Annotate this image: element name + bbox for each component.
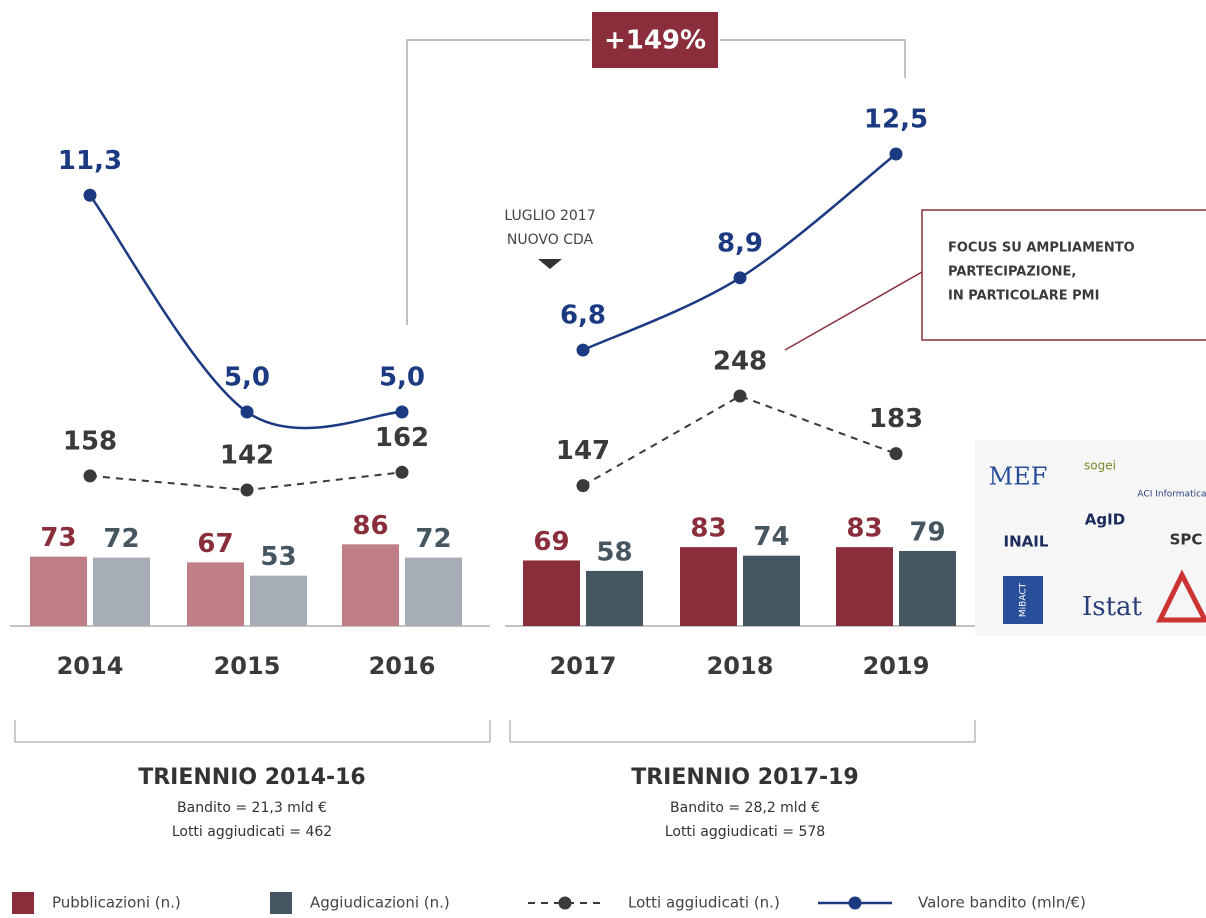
data-label: 183: [869, 404, 923, 434]
logo: Istat: [1082, 592, 1143, 622]
logo: INAIL: [1004, 533, 1049, 551]
data-label: 8,9: [717, 228, 763, 258]
legend-point: [558, 896, 572, 910]
line-point: [83, 469, 97, 483]
group-line: Lotti aggiudicati = 578: [665, 824, 825, 840]
legend-swatch: [12, 892, 34, 914]
line-point: [576, 479, 590, 493]
x-tick-label: 2014: [57, 652, 124, 680]
data-label: 69: [533, 527, 569, 557]
x-tick-label: 2016: [369, 652, 436, 680]
group-title: TRIENNIO 2014-16: [138, 765, 366, 790]
logo: AgID: [1085, 511, 1125, 529]
data-label: 248: [713, 347, 767, 377]
bar: [743, 555, 800, 626]
bar: [342, 544, 399, 626]
bracket-growth: [406, 39, 590, 325]
logos: MEF sogei ACI Informatica INAIL AgID SPC…: [975, 440, 1206, 636]
data-label: 142: [220, 441, 274, 471]
data-label: 5,0: [379, 363, 425, 393]
data-label: 12,5: [864, 105, 928, 135]
bracket-triennio: [14, 720, 491, 743]
legend-label: Pubblicazioni (n.): [52, 894, 181, 912]
line: [88, 194, 403, 430]
data-label: 53: [260, 542, 296, 572]
x-tick-label: 2017: [550, 652, 617, 680]
x-tick-label: 2018: [707, 652, 774, 680]
line: [582, 394, 897, 487]
bracket-triennio: [509, 720, 976, 743]
group-line: Lotti aggiudicati = 462: [172, 824, 332, 840]
logo: MEF: [989, 463, 1048, 491]
legend-point: [848, 896, 862, 910]
logo: MiBACT: [1019, 582, 1029, 617]
data-label: 11,3: [58, 146, 122, 176]
line-point: [889, 447, 903, 461]
line-point: [733, 271, 747, 285]
event-label: NUOVO CDA: [507, 232, 594, 248]
logo: ACI Informatica: [1137, 490, 1206, 500]
bar: [405, 557, 462, 626]
line-point: [240, 483, 254, 497]
bar: [586, 570, 643, 626]
logo-mark: [1003, 576, 1043, 624]
data-label: 58: [596, 537, 632, 567]
logo: SPC: [1170, 531, 1203, 549]
data-label: 72: [103, 524, 139, 554]
data-label: 67: [197, 529, 233, 559]
legend-label: Valore bandito (mln/€): [918, 894, 1086, 912]
data-label: 5,0: [224, 363, 270, 393]
group-line: Bandito = 21,3 mld €: [177, 800, 327, 816]
data-label: 162: [375, 423, 429, 453]
event-label: LUGLIO 2017: [504, 208, 595, 224]
data-label: 74: [753, 522, 789, 552]
legend-label: Lotti aggiudicati (n.): [628, 894, 780, 912]
data-label: 73: [40, 523, 76, 553]
logo-mark: [1155, 569, 1206, 623]
focus-connector: [784, 271, 923, 351]
x-tick-label: 2019: [863, 652, 930, 680]
growth-label: +149%: [604, 26, 706, 56]
line-point: [733, 389, 747, 403]
bar: [523, 560, 580, 626]
data-label: 83: [690, 514, 726, 544]
line-point: [240, 405, 254, 419]
data-label: 72: [415, 524, 451, 554]
data-label: 147: [556, 436, 610, 466]
data-label: 158: [63, 426, 117, 456]
bar: [187, 562, 244, 626]
data-label: 86: [352, 511, 388, 541]
group-title: TRIENNIO 2017-19: [631, 765, 859, 790]
event-marker: [538, 259, 562, 269]
line-point: [395, 465, 409, 479]
logo: sogei: [1084, 459, 1116, 473]
focus-label: FOCUS SU AMPLIAMENTO: [948, 241, 1135, 256]
bar: [250, 575, 307, 626]
bar: [93, 557, 150, 626]
bar: [680, 547, 737, 626]
focus-label: PARTECIPAZIONE,: [948, 265, 1076, 280]
legend-swatch: [270, 892, 292, 914]
line-point: [576, 343, 590, 357]
group-line: Bandito = 28,2 mld €: [670, 800, 820, 816]
bracket-growth: [720, 39, 906, 78]
data-label: 83: [846, 514, 882, 544]
line-point: [83, 188, 97, 202]
bar: [899, 550, 956, 626]
focus-label: IN PARTICOLARE PMI: [948, 289, 1099, 304]
bar: [836, 547, 893, 626]
focus-box: [921, 209, 1206, 341]
line-point: [889, 147, 903, 161]
growth-box: [592, 12, 718, 68]
bar: [30, 556, 87, 626]
legend-label: Aggiudicazioni (n.): [310, 894, 450, 912]
data-label: 79: [909, 517, 945, 547]
line-point: [395, 405, 409, 419]
x-tick-label: 2015: [214, 652, 281, 680]
data-label: 6,8: [560, 301, 606, 331]
